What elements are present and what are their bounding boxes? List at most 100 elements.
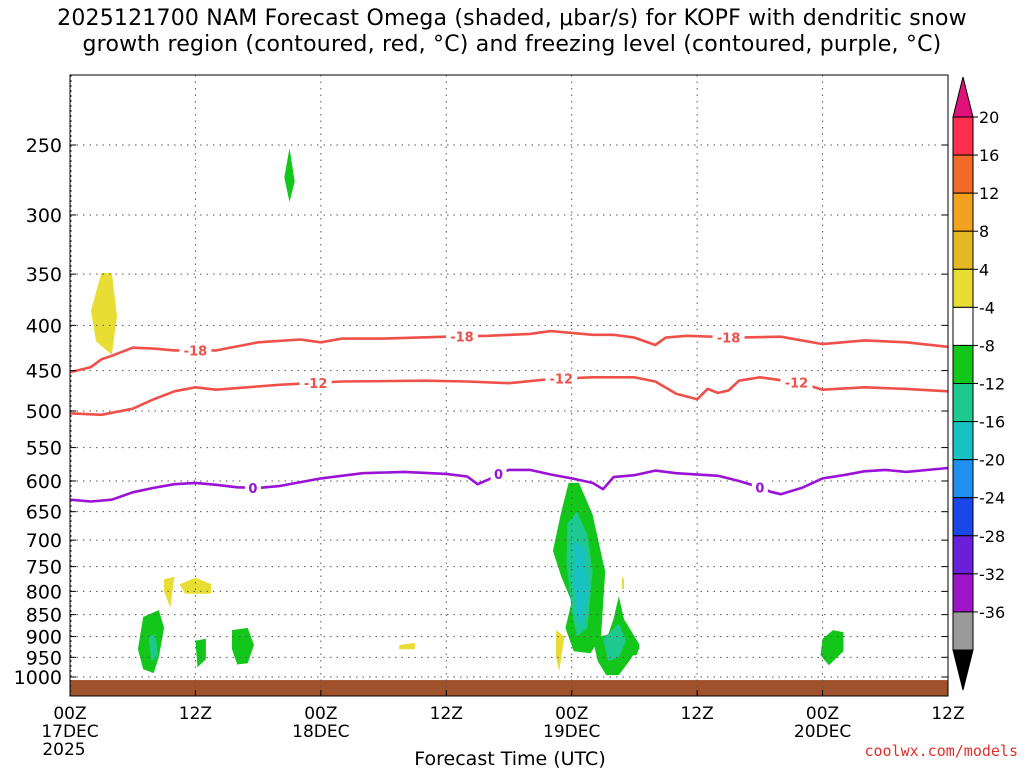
contour-label-bg-freezing-0-2 — [751, 479, 768, 496]
x-tick-label-12: 12Z — [179, 704, 212, 724]
y-tick-label-350: 350 — [26, 264, 62, 286]
colorbar-label-11: -28 — [979, 527, 1005, 546]
colorbar-swatch-8 — [952, 421, 974, 461]
contour-label-dgz-12-0: -12 — [304, 377, 328, 392]
contour-label-bg-dgz-18-2 — [712, 329, 745, 346]
plot-frame — [69, 74, 949, 697]
colorbar-label-9: -20 — [979, 451, 1005, 470]
y-tick-label-500: 500 — [26, 401, 62, 423]
colorbar-label-2: 12 — [979, 184, 999, 203]
chart-title: 2025121700 NAM Forecast Omega (shaded, μ… — [0, 6, 1024, 58]
y-tick-label-650: 650 — [26, 502, 62, 524]
contour-label-bg-dgz-12-2 — [780, 374, 813, 391]
contour-label-bg-dgz-12-0 — [299, 374, 332, 391]
x-tick-label-84: 12Z — [931, 704, 964, 724]
omega-region-pos-350-400 — [90, 273, 117, 355]
x-tick-date-48: 19DEC — [543, 722, 600, 742]
colorbar-label-13: -36 — [979, 603, 1005, 622]
contour-dgz-12 — [70, 376, 948, 417]
omega-region-neg-900c — [232, 627, 254, 665]
omega-region-neg-900a-core — [148, 634, 158, 662]
colorbar-label-12: -32 — [979, 565, 1005, 584]
omega-region-neg-main-core — [573, 540, 589, 628]
x-tick-label-72: 00Z — [806, 704, 839, 724]
colorbar-swatch-9 — [952, 459, 974, 499]
omega-region-pos-785 — [621, 576, 624, 589]
colorbar-label-5: -4 — [979, 298, 995, 317]
title-line-1: 2025121700 NAM Forecast Omega (shaded, μ… — [57, 6, 967, 31]
x-axis-label: Forecast Time (UTC) — [414, 748, 605, 768]
contour-label-bg-dgz-12-1 — [545, 370, 578, 387]
y-tick-label-450: 450 — [26, 361, 62, 383]
x-tick-label-0: 00Z — [53, 704, 86, 724]
colorbar-swatch-5 — [952, 306, 974, 346]
contour-label-bg-dgz-18-1 — [445, 328, 478, 345]
y-tick-label-900: 900 — [26, 627, 62, 649]
omega-region-neg-270 — [284, 148, 295, 202]
colorbar-swatch-3 — [952, 230, 974, 270]
x-tick-label-48: 00Z — [555, 704, 588, 724]
colorbar-label-0: 20 — [979, 108, 999, 127]
colorbar-top-arrow — [952, 76, 974, 118]
colorbar-swatch-0 — [952, 116, 974, 156]
y-tick-label-300: 300 — [26, 205, 62, 227]
x-tick-label-36: 12Z — [430, 704, 463, 724]
colorbar-swatch-6 — [952, 344, 974, 384]
contour-label-bg-freezing-0-0 — [244, 479, 261, 496]
contour-label-freezing-0-0: 0 — [248, 482, 257, 497]
y-tick-label-1000: 1000 — [14, 667, 62, 689]
x-tick-date-0: 17DEC — [41, 722, 98, 742]
omega-region-pos-940 — [556, 630, 565, 672]
contour-label-dgz-18-1: -18 — [450, 330, 474, 345]
x-tick-date-72: 20DEC — [794, 722, 851, 742]
omega-region-neg-900b — [195, 638, 206, 668]
contour-label-dgz-12-1: -12 — [550, 373, 574, 388]
colorbar-swatch-2 — [952, 192, 974, 232]
colorbar-swatch-13 — [952, 611, 974, 651]
title-line-2: growth region (contoured, red, °C) and f… — [82, 32, 942, 57]
omega-region-pos-800b — [179, 577, 212, 594]
y-tick-label-400: 400 — [26, 315, 62, 337]
contour-label-bg-freezing-0-1 — [490, 465, 507, 482]
y-tick-label-700: 700 — [26, 530, 62, 552]
surface-band — [70, 680, 948, 696]
x-tick-label-24: 00Z — [304, 704, 337, 724]
y-tick-label-800: 800 — [26, 581, 62, 603]
y-tick-label-550: 550 — [26, 438, 62, 460]
colorbar-swatch-7 — [952, 383, 974, 423]
omega-region-neg-900d-core — [603, 623, 627, 662]
colorbar-swatch-11 — [952, 535, 974, 575]
contour-label-bg-dgz-18-0 — [179, 342, 212, 359]
colorbar-label-10: -24 — [979, 489, 1005, 508]
contour-label-dgz-18-0: -18 — [184, 344, 208, 359]
contour-label-freezing-0-2: 0 — [755, 481, 764, 496]
credit-text: coolwx.com/models — [864, 742, 1018, 760]
contour-label-dgz-12-2: -12 — [785, 376, 809, 391]
contour-dgz-18 — [70, 329, 948, 374]
colorbar-swatch-4 — [952, 268, 974, 308]
y-tick-label-250: 250 — [26, 135, 62, 157]
colorbar-label-6: -8 — [979, 336, 995, 355]
colorbar-label-3: 8 — [979, 222, 989, 241]
x-tick-year-0: 2025 — [42, 740, 85, 760]
colorbar-label-8: -16 — [979, 413, 1005, 432]
colorbar-swatch-12 — [952, 573, 974, 613]
contour-label-freezing-0-1: 0 — [494, 468, 503, 483]
x-tick-label-60: 12Z — [681, 704, 714, 724]
omega-region-pos-920 — [399, 642, 415, 650]
colorbar-swatch-10 — [952, 497, 974, 537]
colorbar-swatch-1 — [952, 154, 974, 194]
y-tick-label-950: 950 — [26, 647, 62, 669]
omega-region-neg-920f — [820, 630, 844, 666]
omega-region-neg-930e — [629, 638, 640, 656]
y-tick-label-750: 750 — [26, 557, 62, 579]
y-tick-label-850: 850 — [26, 605, 62, 627]
omega-region-pos-800a — [164, 576, 175, 608]
colorbar-bottom-arrow — [952, 649, 974, 691]
colorbar-label-7: -12 — [979, 375, 1005, 394]
contour-label-dgz-18-2: -18 — [717, 331, 741, 346]
x-tick-date-24: 18DEC — [292, 722, 349, 742]
y-tick-label-600: 600 — [26, 471, 62, 493]
colorbar-label-1: 16 — [979, 146, 999, 165]
colorbar-label-4: 4 — [979, 260, 989, 279]
